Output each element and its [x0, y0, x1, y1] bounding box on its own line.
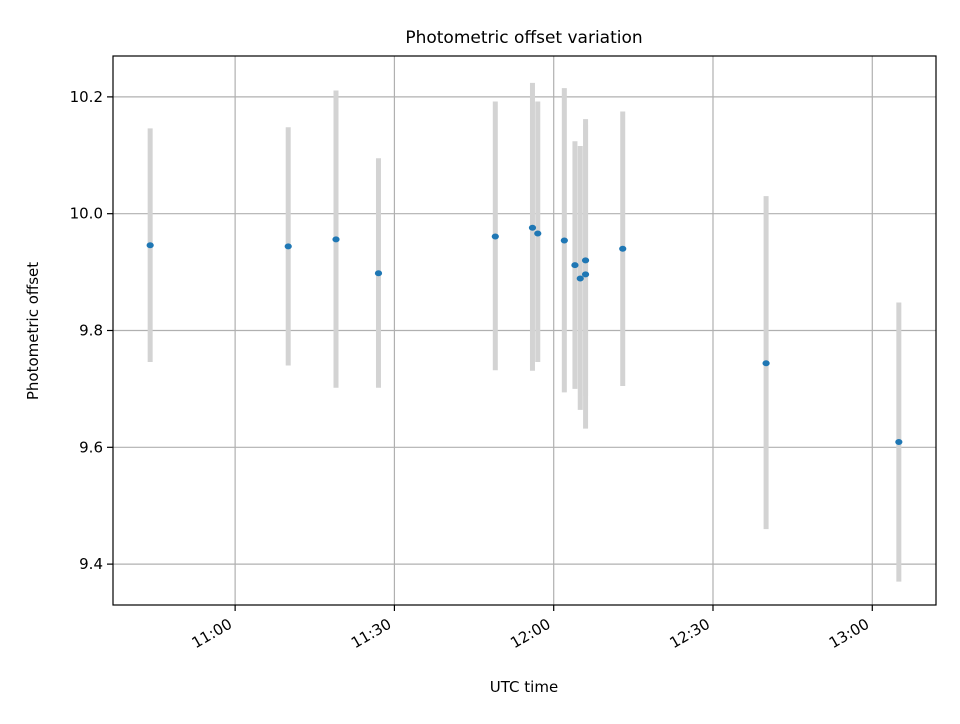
y-tick-label: 10.0: [70, 205, 103, 223]
chart-title: Photometric offset variation: [405, 28, 642, 48]
data-points: [146, 224, 903, 446]
y-axis-ticks: 9.4 9.6 9.8 10.0 10.2: [70, 88, 113, 573]
data-point: [374, 270, 383, 277]
data-point: [762, 360, 770, 367]
y-tick-label: 10.2: [70, 88, 103, 106]
y-tick-label: 9.8: [79, 322, 103, 340]
data-point: [332, 236, 340, 243]
grid-lines: [113, 56, 936, 605]
y-axis-label: Photometric offset: [24, 262, 42, 400]
data-point: [571, 262, 579, 269]
data-point: [895, 439, 903, 446]
data-point: [491, 233, 499, 240]
data-point: [284, 243, 292, 250]
y-tick-label: 9.6: [79, 438, 103, 456]
x-axis-label: UTC time: [490, 678, 558, 696]
data-point: [576, 275, 584, 282]
data-point: [560, 237, 568, 244]
data-point: [528, 224, 537, 231]
data-point: [534, 230, 542, 237]
data-point: [619, 245, 627, 252]
data-point: [581, 271, 590, 278]
y-tick-label: 9.4: [79, 555, 103, 573]
data-point: [146, 242, 154, 249]
data-point: [581, 257, 590, 264]
